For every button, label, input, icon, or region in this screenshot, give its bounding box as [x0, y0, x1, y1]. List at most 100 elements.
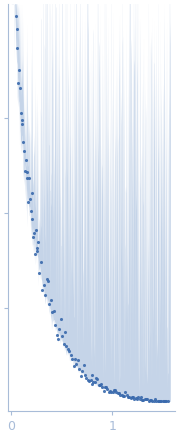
- Point: [28, 174, 30, 181]
- Point: [62, 341, 65, 348]
- Point: [66, 346, 69, 353]
- Point: [95, 375, 97, 382]
- Point: [118, 389, 120, 396]
- Point: [88, 378, 91, 385]
- Point: [29, 207, 32, 214]
- Point: [150, 397, 153, 404]
- Point: [39, 258, 42, 265]
- Point: [134, 394, 137, 401]
- Point: [105, 383, 108, 390]
- Point: [57, 335, 59, 342]
- Point: [144, 395, 147, 402]
- Point: [120, 392, 123, 399]
- Point: [110, 389, 113, 396]
- Point: [115, 388, 118, 395]
- Point: [84, 371, 86, 378]
- Point: [45, 275, 48, 282]
- Point: [154, 396, 156, 403]
- Point: [31, 215, 34, 222]
- Point: [49, 296, 52, 303]
- Point: [51, 309, 54, 316]
- Point: [14, 12, 17, 19]
- Point: [166, 398, 169, 405]
- Point: [78, 365, 81, 372]
- Point: [91, 371, 93, 378]
- Point: [69, 352, 72, 359]
- Point: [103, 383, 106, 390]
- Point: [163, 398, 165, 405]
- Point: [142, 396, 145, 403]
- Point: [130, 393, 133, 400]
- Point: [148, 396, 151, 403]
- Point: [32, 234, 35, 241]
- Point: [64, 328, 66, 335]
- Point: [81, 368, 84, 375]
- Point: [38, 270, 41, 277]
- Point: [143, 396, 146, 403]
- Point: [18, 66, 20, 73]
- Point: [28, 196, 31, 203]
- Point: [155, 397, 158, 404]
- Point: [164, 398, 167, 405]
- Point: [125, 392, 128, 399]
- Point: [102, 388, 105, 395]
- Point: [100, 381, 103, 388]
- Point: [112, 386, 115, 393]
- Point: [72, 362, 75, 369]
- Point: [98, 381, 101, 388]
- Point: [91, 380, 93, 387]
- Point: [76, 356, 79, 363]
- Point: [121, 393, 124, 400]
- Point: [133, 396, 136, 403]
- Point: [160, 398, 163, 405]
- Point: [97, 382, 100, 389]
- Point: [79, 373, 82, 380]
- Point: [23, 168, 26, 175]
- Point: [129, 395, 132, 402]
- Point: [161, 397, 164, 404]
- Point: [139, 394, 142, 401]
- Point: [48, 301, 51, 308]
- Point: [89, 376, 92, 383]
- Point: [127, 393, 129, 400]
- Point: [119, 391, 122, 398]
- Point: [19, 110, 22, 117]
- Point: [156, 398, 159, 405]
- Point: [35, 245, 38, 252]
- Point: [23, 148, 25, 155]
- Point: [165, 398, 168, 405]
- Point: [47, 278, 49, 285]
- Point: [136, 395, 138, 402]
- Point: [33, 230, 35, 237]
- Point: [111, 389, 114, 396]
- Point: [106, 385, 109, 392]
- Point: [27, 199, 30, 206]
- Point: [25, 169, 28, 176]
- Point: [146, 396, 149, 403]
- Point: [82, 361, 85, 368]
- Point: [101, 384, 104, 391]
- Point: [152, 397, 155, 404]
- Point: [151, 397, 154, 404]
- Point: [22, 139, 25, 146]
- Point: [52, 308, 55, 315]
- Point: [86, 377, 89, 384]
- Point: [26, 175, 29, 182]
- Point: [42, 281, 45, 288]
- Point: [30, 189, 33, 196]
- Point: [33, 251, 36, 258]
- Point: [128, 394, 131, 401]
- Point: [116, 389, 119, 396]
- Point: [55, 331, 58, 338]
- Point: [15, 25, 18, 32]
- Point: [109, 388, 112, 395]
- Point: [41, 286, 44, 293]
- Point: [107, 388, 110, 395]
- Point: [54, 322, 57, 329]
- Point: [157, 397, 160, 404]
- Point: [17, 79, 20, 86]
- Point: [93, 378, 96, 385]
- Point: [147, 397, 150, 404]
- Point: [44, 291, 47, 298]
- Point: [96, 375, 99, 382]
